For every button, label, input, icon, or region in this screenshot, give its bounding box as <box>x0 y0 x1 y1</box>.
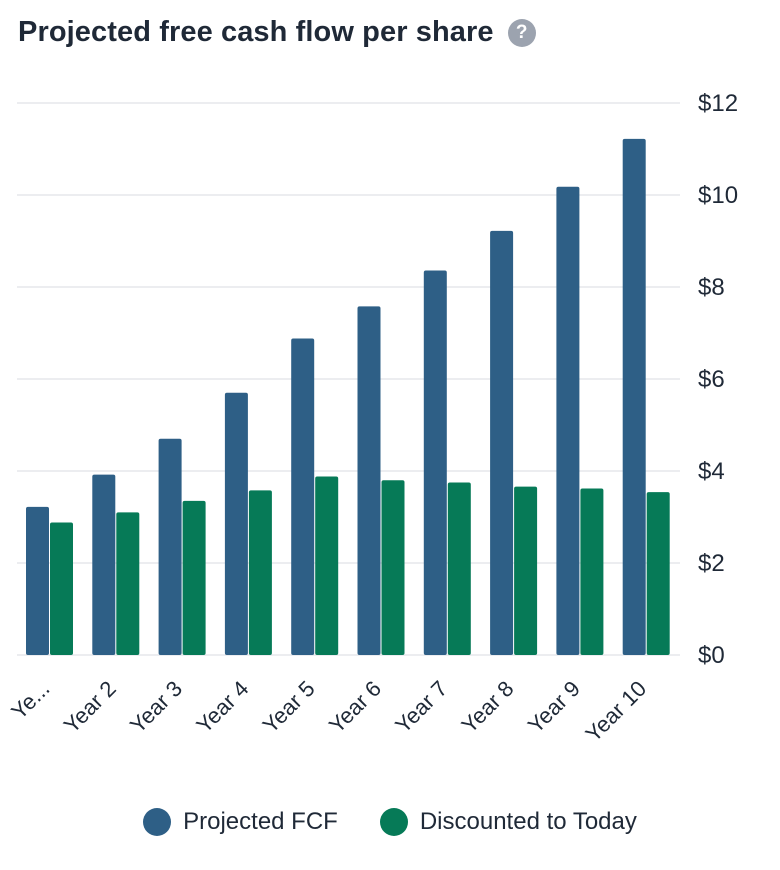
bar-discounted <box>580 488 604 655</box>
y-tick-label: $12 <box>698 90 738 117</box>
bar-discounted <box>381 480 405 655</box>
bar-discounted <box>514 486 538 655</box>
x-tick-label: Year 5 <box>258 676 320 738</box>
x-tick-label: Year 2 <box>59 676 121 738</box>
bar-projected-fcf <box>92 474 116 655</box>
chart-legend: Projected FCF Discounted to Today <box>0 808 780 836</box>
x-tick-label: Year 7 <box>390 676 452 738</box>
bar-projected-fcf <box>490 230 514 655</box>
legend-dot-projected <box>143 808 172 836</box>
bar-projected-fcf <box>556 186 580 655</box>
x-tick-label: Year 8 <box>457 676 519 738</box>
bar-projected-fcf <box>291 338 315 655</box>
bar-discounted <box>315 476 339 655</box>
bar-discounted <box>116 512 140 655</box>
x-tick-label: Year 3 <box>125 676 187 738</box>
question-circle-icon[interactable]: ? <box>507 18 536 47</box>
bar-projected-fcf <box>224 392 248 655</box>
chart-header: Projected free cash flow per share ? <box>18 16 536 49</box>
legend-label-discounted: Discounted to Today <box>419 808 637 835</box>
bar-discounted <box>182 500 206 655</box>
bar-projected-fcf <box>357 306 381 655</box>
x-tick-label: Year 9 <box>523 676 585 738</box>
bar-discounted <box>248 490 272 655</box>
bar-projected-fcf <box>158 438 182 655</box>
x-tick-label: Year 10 <box>580 676 651 747</box>
y-tick-label: $8 <box>698 274 725 301</box>
legend-dot-discounted <box>379 808 408 836</box>
bar-discounted <box>50 522 73 655</box>
y-tick-label: $2 <box>698 550 725 577</box>
legend-item-projected[interactable]: Projected FCF <box>143 808 338 836</box>
legend-label-projected: Projected FCF <box>183 808 338 835</box>
x-tick-label: Ye... <box>6 676 54 724</box>
bar-discounted <box>646 492 670 655</box>
legend-item-discounted[interactable]: Discounted to Today <box>379 808 637 836</box>
y-tick-label: $6 <box>698 366 725 393</box>
x-tick-label: Year 4 <box>191 676 253 738</box>
y-tick-label: $0 <box>698 642 725 669</box>
y-tick-label: $4 <box>698 458 725 485</box>
y-tick-label: $10 <box>698 182 738 209</box>
bar-projected-fcf <box>423 270 447 655</box>
x-tick-label: Year 6 <box>324 676 386 738</box>
bar-projected-fcf <box>622 138 646 655</box>
chart-title: Projected free cash flow per share <box>18 16 494 48</box>
bar-discounted <box>447 482 471 655</box>
bar-projected-fcf <box>26 506 49 655</box>
